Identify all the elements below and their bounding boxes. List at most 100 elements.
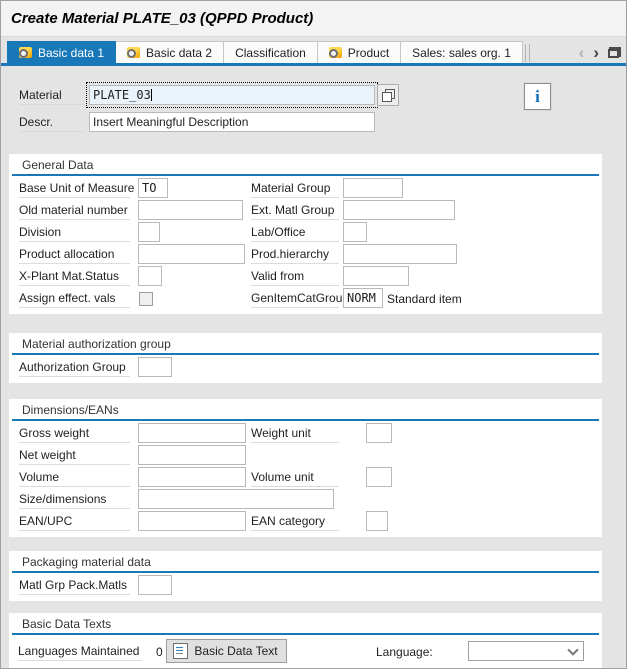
base-unit-label: Base Unit of Measure (19, 181, 134, 198)
ean-upc-input[interactable] (138, 511, 246, 531)
form-row: Division Lab/Office (9, 222, 602, 244)
authorization-group-input[interactable] (138, 357, 172, 377)
section-title: General Data (12, 154, 599, 176)
weight-unit-input[interactable] (366, 423, 392, 443)
section-packaging-material-data: Packaging material data Matl Grp Pack.Ma… (9, 551, 602, 601)
multiple-values-button[interactable] (377, 84, 399, 106)
gross-weight-label: Gross weight (19, 426, 130, 443)
description-input[interactable]: Insert Meaningful Description (89, 112, 375, 132)
division-label: Division (19, 225, 130, 242)
gross-weight-input[interactable] (138, 423, 246, 443)
tab-scroll-controls: ‹ › (578, 43, 626, 63)
tab-overview-icon[interactable] (608, 47, 621, 58)
tab-sales-sales-org-1[interactable]: Sales: sales org. 1 (401, 41, 523, 63)
descr-label: Descr. (19, 115, 85, 132)
old-material-number-label: Old material number (19, 203, 130, 220)
valid-from-input[interactable] (343, 266, 409, 286)
gen-item-cat-group-label: GenItemCatGroup (251, 291, 349, 308)
material-label: Material (19, 88, 85, 105)
key-fields: Material PLATE_03 i Descr. Insert Meanin… (1, 82, 626, 136)
copy-icon (381, 88, 395, 102)
base-unit-input[interactable]: TO (138, 178, 168, 198)
material-group-input[interactable] (343, 178, 403, 198)
authorization-group-label: Authorization Group (19, 360, 130, 377)
material-group-label: Material Group (251, 181, 339, 198)
tab-product[interactable]: Product (317, 41, 402, 63)
product-allocation-label: Product allocation (19, 247, 130, 264)
volume-unit-input[interactable] (366, 467, 392, 487)
ext-matl-group-label: Ext. Matl Group (251, 203, 339, 220)
text-cursor (150, 89, 152, 101)
chevron-left-icon[interactable]: ‹ (578, 43, 585, 62)
net-weight-input[interactable] (138, 445, 246, 465)
language-dropdown[interactable] (468, 641, 584, 661)
title-bar: Create Material PLATE_03 (QPPD Product) (1, 1, 626, 37)
tab-basic-data-1[interactable]: Basic data 1 (7, 41, 117, 63)
ean-upc-label: EAN/UPC (19, 514, 130, 531)
tab-label: Classification (235, 45, 306, 60)
section-general-data: General Data Base Unit of Measure TO Mat… (9, 154, 602, 314)
assign-effect-vals-checkbox[interactable] (139, 292, 153, 306)
form-row: Authorization Group (9, 357, 602, 379)
languages-maintained-value: 0 (156, 645, 163, 659)
ext-matl-group-input[interactable] (343, 200, 455, 220)
basic-data-text-button[interactable]: Basic Data Text (166, 639, 287, 663)
volume-unit-label: Volume unit (251, 470, 339, 487)
material-input[interactable]: PLATE_03 (86, 82, 378, 108)
tab-basic-data-2[interactable]: Basic data 2 (116, 41, 225, 63)
matl-grp-pack-matls-label: Matl Grp Pack.Matls (19, 578, 130, 595)
section-basic-data-texts: Basic Data Texts Languages Maintained 0 … (9, 613, 602, 668)
xplant-status-input[interactable] (138, 266, 162, 286)
view-icon (19, 47, 32, 58)
tab-strip: Basic data 1 Basic data 2 Classification… (1, 41, 626, 66)
form-row: Product allocation Prod.hierarchy (9, 244, 602, 266)
form-row: Old material number Ext. Matl Group (9, 200, 602, 222)
prod-hierarchy-input[interactable] (343, 244, 457, 264)
form-row: Matl Grp Pack.Matls (9, 575, 602, 597)
form-row: EAN/UPC EAN category (9, 511, 602, 533)
view-icon (127, 47, 141, 58)
form-row: Gross weight Weight unit (9, 423, 602, 445)
gen-item-cat-group-description: Standard item (387, 292, 462, 306)
form-row: Languages Maintained 0 Basic Data Text L… (9, 637, 602, 665)
section-title: Material authorization group (12, 333, 599, 355)
lab-office-label: Lab/Office (251, 225, 339, 242)
chevron-right-icon[interactable]: › (593, 43, 599, 62)
language-label: Language: (376, 645, 433, 659)
lab-office-input[interactable] (343, 222, 367, 242)
form-row: Volume Volume unit (9, 467, 602, 489)
text-document-icon (173, 643, 188, 659)
volume-label: Volume (19, 470, 130, 487)
tab-classification[interactable]: Classification (224, 41, 318, 63)
division-input[interactable] (138, 222, 160, 242)
tab-label: Basic data 2 (146, 45, 213, 60)
gen-item-cat-group-input[interactable]: NORM (343, 288, 383, 308)
xplant-status-label: X-Plant Mat.Status (19, 269, 130, 286)
prod-hierarchy-label: Prod.hierarchy (251, 247, 339, 264)
tab-label: Sales: sales org. 1 (412, 45, 511, 60)
form-row: Base Unit of Measure TO Material Group (9, 178, 602, 200)
section-title: Packaging material data (12, 551, 599, 573)
section-title: Dimensions/EANs (12, 399, 599, 421)
product-allocation-input[interactable] (138, 244, 245, 264)
weight-unit-label: Weight unit (251, 426, 339, 443)
volume-input[interactable] (138, 467, 246, 487)
ean-category-input[interactable] (366, 511, 388, 531)
languages-maintained-label: Languages Maintained (18, 644, 142, 661)
matl-grp-pack-matls-input[interactable] (138, 575, 172, 595)
old-material-number-input[interactable] (138, 200, 243, 220)
tab-label: Basic data 1 (38, 45, 105, 60)
size-dimensions-label: Size/dimensions (19, 492, 130, 509)
section-material-authorization-group: Material authorization group Authorizati… (9, 333, 602, 383)
ean-category-label: EAN category (251, 514, 339, 531)
form-row: Size/dimensions (9, 489, 602, 511)
form-row: Net weight (9, 445, 602, 467)
tab-label: Product (347, 45, 390, 60)
information-button[interactable]: i (524, 83, 551, 110)
info-icon: i (535, 87, 540, 106)
valid-from-label: Valid from (251, 269, 339, 286)
section-dimensions-eans: Dimensions/EANs Gross weight Weight unit… (9, 399, 602, 537)
size-dimensions-input[interactable] (138, 489, 334, 509)
net-weight-label: Net weight (19, 448, 130, 465)
